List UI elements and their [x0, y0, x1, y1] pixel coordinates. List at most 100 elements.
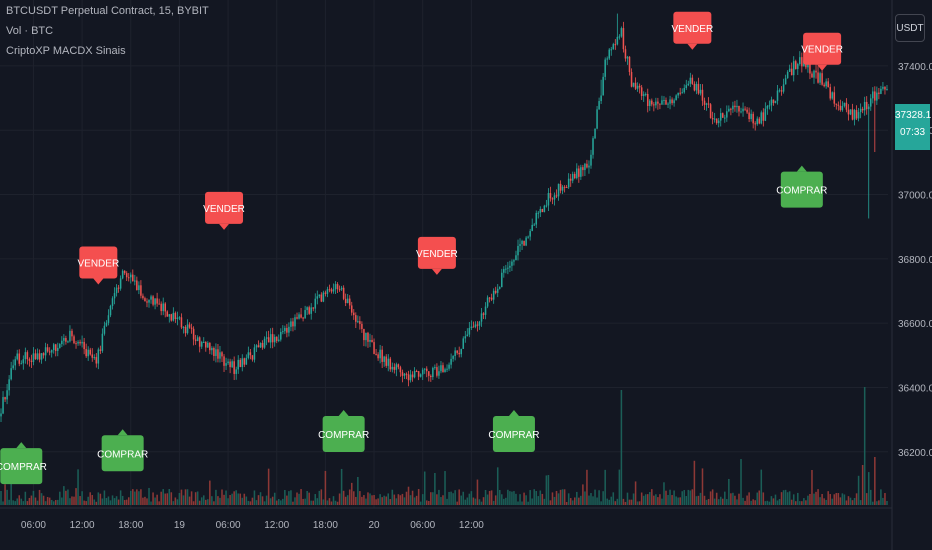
candle-body	[653, 104, 655, 106]
sell-signal-arrow	[219, 223, 230, 230]
candle-body	[310, 307, 312, 314]
candle-body	[446, 368, 448, 370]
volume-bar	[257, 495, 260, 505]
volume-bar	[65, 490, 67, 505]
candle-body	[241, 358, 244, 367]
candle-body	[571, 173, 574, 181]
volume-bar	[527, 501, 529, 505]
candle-body	[515, 255, 517, 261]
candle-body	[127, 277, 130, 279]
candle-body	[646, 94, 649, 107]
volume-bar	[719, 496, 722, 505]
candle-body	[744, 108, 746, 110]
sell-signal-label: VENDER	[801, 45, 843, 56]
currency-unit-button[interactable]: USDT	[895, 14, 925, 42]
candle-body	[247, 352, 250, 358]
candle-body	[517, 245, 519, 256]
volume-bar	[717, 499, 720, 505]
candle-body	[754, 123, 756, 125]
candle-body	[57, 347, 59, 351]
volume-bar	[555, 490, 558, 505]
volume-bar	[95, 501, 98, 505]
volume-bar	[140, 489, 142, 505]
volume-bar	[606, 498, 608, 505]
volume-bar	[732, 492, 734, 505]
candle-body	[529, 230, 531, 237]
candle-body	[738, 105, 740, 112]
last-price-tag: 37328.1 07:33	[895, 104, 931, 150]
volume-bar	[273, 492, 276, 505]
candle-body	[235, 369, 237, 374]
candle-body	[636, 85, 639, 89]
candle-body	[472, 326, 475, 328]
candle-body	[403, 373, 406, 376]
candle-body	[642, 94, 645, 96]
candle-body	[659, 103, 661, 105]
volume-bar	[168, 489, 171, 505]
candle-body	[292, 321, 294, 327]
volume-bar	[598, 490, 600, 505]
candle-body	[537, 212, 540, 214]
volume-bar	[863, 387, 866, 505]
volume-bar	[726, 499, 728, 505]
volume-bar	[125, 499, 128, 505]
candle-body	[73, 336, 75, 344]
volume-bar	[715, 492, 718, 505]
volume-bar	[77, 469, 79, 505]
volume-bar	[24, 491, 27, 505]
candle-body	[121, 270, 124, 279]
candle-body	[494, 290, 497, 293]
volume-bar	[740, 459, 742, 505]
volume-bar	[797, 492, 799, 505]
candle-body	[217, 349, 219, 359]
volume-bar	[336, 501, 339, 505]
price-tick-label: 36600.0	[898, 319, 932, 330]
volume-bar	[456, 501, 458, 505]
candle-body	[811, 73, 813, 78]
candle-body	[758, 118, 761, 124]
volume-bar	[103, 490, 106, 505]
volume-bar	[683, 490, 686, 505]
volume-bar	[679, 497, 681, 505]
volume-bar	[734, 495, 736, 505]
candle-body	[2, 397, 4, 414]
candle-body	[367, 332, 369, 342]
volume-bar	[663, 482, 665, 505]
candle-body	[251, 355, 254, 360]
volume-bar	[817, 489, 819, 505]
candle-body	[640, 87, 643, 96]
volume-bar	[859, 500, 862, 505]
volume-bar	[673, 490, 675, 505]
volume-bar	[233, 491, 235, 505]
candle-body	[847, 109, 850, 115]
volume-bar	[144, 496, 146, 505]
indicator-legend[interactable]: CriptoXP MACDX Sinais	[6, 45, 126, 57]
volume-bar	[198, 500, 201, 505]
candle-body	[48, 351, 51, 353]
candle-body	[503, 269, 505, 273]
volume-bar	[805, 500, 807, 505]
candle-body	[644, 94, 647, 96]
candle-body	[821, 73, 823, 85]
volume-legend[interactable]: Vol · BTC	[6, 25, 54, 37]
candle-body	[275, 336, 278, 341]
volume-bar	[79, 496, 81, 505]
time-tick-label: 18:00	[118, 520, 143, 531]
candle-body	[699, 89, 702, 94]
candle-body	[144, 298, 146, 302]
symbol-legend[interactable]: BTCUSDT Perpetual Contract, 15, BYBIT	[6, 5, 209, 17]
candle-body	[492, 290, 495, 300]
volume-bar	[705, 499, 708, 505]
volume-bar	[417, 489, 420, 505]
volume-bar	[667, 494, 669, 505]
candle-body	[306, 307, 308, 311]
volume-bar	[182, 495, 185, 505]
volume-bar	[421, 494, 424, 505]
volume-bar	[4, 484, 6, 505]
price-tick-label: 36400.0	[898, 383, 932, 394]
volume-bar	[748, 492, 750, 505]
candle-body	[711, 117, 714, 120]
volume-bar	[340, 468, 343, 505]
candle-body	[300, 314, 302, 318]
